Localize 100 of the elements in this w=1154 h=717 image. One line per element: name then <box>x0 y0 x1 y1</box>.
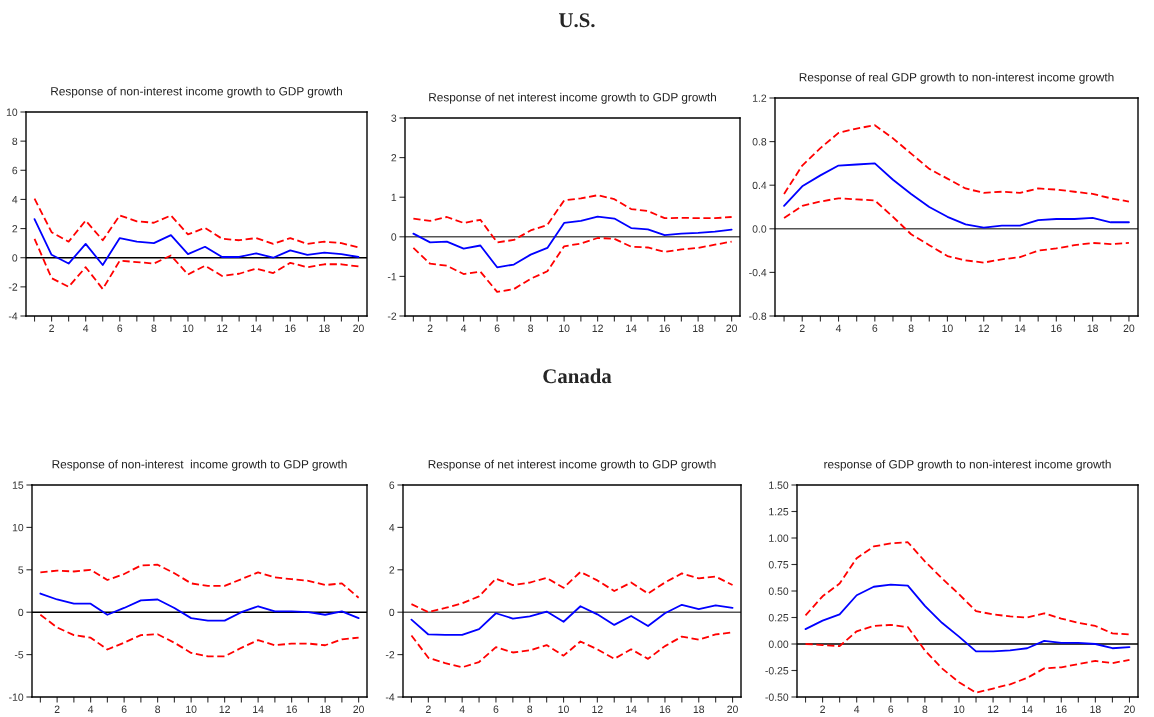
x-tick-label: 18 <box>693 705 705 713</box>
x-tick-label: 4 <box>83 324 89 332</box>
x-tick-label: 2 <box>49 324 54 332</box>
y-tick-label: -0.8 <box>749 312 767 320</box>
y-tick-label: -5 <box>14 651 24 659</box>
x-tick-label: 18 <box>693 324 704 332</box>
x-tick-label: 14 <box>626 324 637 332</box>
y-tick-label: 1.2 <box>752 94 767 102</box>
x-tick-label: 6 <box>117 324 123 332</box>
x-tick-label: 20 <box>727 705 738 713</box>
x-tick-label: 2 <box>799 324 805 332</box>
x-tick-label: 16 <box>1056 705 1067 713</box>
y-tick-label: 0.8 <box>752 138 767 146</box>
text: U.S. <box>558 13 595 28</box>
y-tick-label: 10 <box>6 108 18 116</box>
chart-title: response of GDP growth to non-interest income growth <box>824 459 1111 471</box>
y-tick-label: -4 <box>385 693 395 701</box>
y-tick-label: -2 <box>8 283 18 291</box>
y-tick-label: 2 <box>12 225 18 233</box>
y-tick-label: 10 <box>12 523 24 532</box>
line-series <box>410 571 734 614</box>
y-tick-label: 0.00 <box>768 640 789 648</box>
x-tick-label: 16 <box>659 705 671 713</box>
x-tick-label: 2 <box>820 705 825 713</box>
y-tick-label: 4 <box>389 524 395 532</box>
x-tick-label: 12 <box>978 324 989 332</box>
y-tick-label: 6 <box>12 166 18 175</box>
x-tick-label: 6 <box>121 705 127 713</box>
line-series <box>804 583 1131 653</box>
x-tick-label: 6 <box>493 705 499 713</box>
x-tick-label: 8 <box>922 705 928 713</box>
line-series <box>33 197 360 249</box>
x-tick-label: 6 <box>872 324 878 332</box>
line-series <box>783 124 1130 203</box>
x-tick-label: 4 <box>854 705 860 713</box>
y-tick-label: -2 <box>385 651 395 659</box>
x-tick-label: 4 <box>460 324 467 332</box>
y-tick-label: -0.50 <box>765 693 789 701</box>
line-series <box>804 541 1131 636</box>
line-series <box>412 237 733 293</box>
x-tick-label: 4 <box>459 705 465 713</box>
x-tick-label: 8 <box>151 324 157 332</box>
y-tick-label: 0.25 <box>768 614 789 622</box>
y-tick-label: -0.25 <box>765 667 789 675</box>
y-tick-label: 0 <box>389 608 395 617</box>
line-series <box>783 197 1130 264</box>
x-tick-label: 16 <box>659 324 670 332</box>
x-tick-label: 18 <box>319 324 330 332</box>
x-tick-label: 14 <box>626 705 637 713</box>
chart-title: Response of non-interest income growth to GDP growth <box>52 459 347 471</box>
y-tick-label: 1.50 <box>769 481 789 489</box>
x-tick-label: 18 <box>1090 705 1101 713</box>
x-tick-label: 14 <box>1015 324 1026 332</box>
y-tick-label: 0 <box>391 233 397 241</box>
chart-title: Response of non-interest income growth to GDP growth <box>51 86 342 98</box>
chart-title: Response of net interest income growth to GDP growth <box>428 459 716 471</box>
x-tick-label: 12 <box>219 705 230 713</box>
y-tick-label: -4 <box>8 312 18 320</box>
y-tick-label: 5 <box>18 566 24 574</box>
y-tick-label: -0.4 <box>749 268 767 277</box>
y-tick-label: 0.75 <box>768 561 789 569</box>
x-tick-label: 2 <box>54 705 60 713</box>
x-tick-label: 14 <box>1022 705 1033 713</box>
line-series <box>39 613 360 658</box>
x-tick-label: 16 <box>285 324 296 332</box>
x-tick-label: 12 <box>592 705 603 713</box>
chart-title: Response of real GDP growth to non-interest income growth <box>799 72 1114 84</box>
x-tick-label: 16 <box>1051 324 1062 332</box>
y-tick-label: 4 <box>12 196 18 204</box>
x-tick-label: 10 <box>559 324 570 332</box>
y-tick-label: 2 <box>389 566 395 574</box>
x-tick-label: 16 <box>286 705 297 713</box>
x-tick-label: 18 <box>320 705 331 713</box>
y-tick-label: 2 <box>391 154 397 162</box>
line-series <box>39 592 360 622</box>
y-tick-label: 0.0 <box>752 225 767 233</box>
line-series <box>410 603 734 636</box>
x-tick-label: 8 <box>155 705 161 713</box>
line-series <box>39 563 360 599</box>
x-tick-label: 10 <box>558 705 569 713</box>
line-series <box>783 162 1130 229</box>
x-tick-label: 12 <box>217 324 228 332</box>
x-tick-label: 20 <box>353 705 365 713</box>
y-tick-label: 1.00 <box>769 534 789 542</box>
x-tick-label: 8 <box>528 324 534 332</box>
y-tick-label: 1.25 <box>769 508 789 516</box>
y-tick-label: 1 <box>391 193 397 201</box>
x-tick-label: 4 <box>835 324 842 332</box>
y-tick-label: 6 <box>389 481 395 489</box>
x-tick-label: 12 <box>592 324 603 332</box>
x-tick-label: 10 <box>182 324 194 332</box>
y-tick-label: -1 <box>387 273 397 281</box>
x-tick-label: 2 <box>425 705 431 713</box>
x-tick-label: 4 <box>87 705 94 713</box>
x-tick-label: 8 <box>527 705 533 713</box>
x-tick-label: 8 <box>908 324 914 332</box>
x-tick-label: 20 <box>353 324 364 332</box>
y-tick-label: 3 <box>391 114 397 122</box>
x-tick-label: 20 <box>1124 705 1135 713</box>
text: Canada <box>543 368 612 384</box>
